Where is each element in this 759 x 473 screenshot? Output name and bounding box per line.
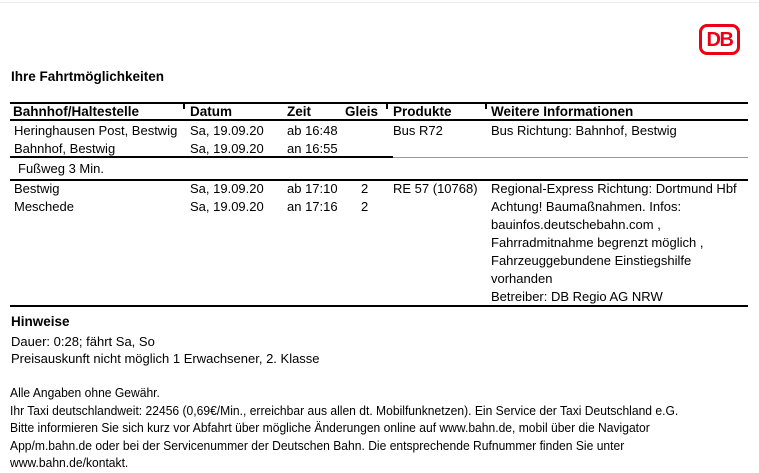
page-title: Ihre Fahrtmöglichkeiten [11, 69, 165, 84]
column-header-station: Bahnhof/Haltestelle [13, 104, 140, 119]
info-continuation-row: Betreiber: DB Regio AG NRW [0, 289, 759, 307]
cell-station: Heringhausen Post, Bestwig [14, 123, 178, 138]
cell-date: Sa, 19.09.20 [190, 123, 264, 138]
db-logo-text: DB [706, 28, 734, 51]
column-header-time: Zeit [287, 104, 312, 119]
column-header-info: Weitere Informationen [491, 104, 634, 119]
notes-title: Hinweise [11, 314, 70, 329]
disclaimer-line: Alle Angaben ohne Gewähr. [10, 385, 160, 400]
taxi-info-line: Ihr Taxi deutschlandweit: 22456 (0,69€/M… [10, 402, 679, 418]
cell-time: an 17:16 [287, 199, 338, 214]
segment-divider-light [393, 156, 748, 158]
cell-date: Sa, 19.09.20 [190, 181, 264, 196]
cell-info: Betreiber: DB Regio AG NRW [491, 289, 663, 304]
info-line-2: App/m.bahn.de oder bei der Servicenummer… [10, 437, 625, 453]
transfer-underline [10, 179, 748, 181]
stop-row: Bestwig Sa, 19.09.20 ab 17:10 2 RE 57 (1… [0, 181, 759, 199]
table-header-row: Bahnhof/Haltestelle Datum Zeit Gleis Pro… [0, 104, 759, 122]
cell-product: Bus R72 [393, 123, 443, 138]
cell-info: Fahrradmitnahme begrenzt möglich , [491, 235, 704, 250]
note-duration: Dauer: 0:28; fährt Sa, So [11, 334, 155, 349]
cell-time: ab 17:10 [287, 181, 338, 196]
cell-time: an 16:55 [287, 141, 338, 156]
cell-time: ab 16:48 [287, 123, 338, 138]
stop-row: Bahnhof, Bestwig Sa, 19.09.20 an 16:55 [0, 141, 759, 159]
info-continuation-row: bauinfos.deutschebahn.com , [0, 217, 759, 235]
cell-info: Achtung! Baumaßnahmen. Infos: [491, 199, 682, 214]
note-price: Preisauskunft nicht möglich 1 Erwachsene… [11, 351, 320, 366]
column-header-product: Produkte [393, 104, 452, 119]
stop-row: Meschede Sa, 19.09.20 an 17:16 2 Achtung… [0, 199, 759, 217]
info-line-3: www.bahn.de/kontakt. [10, 455, 129, 470]
db-logo: DB [699, 24, 740, 55]
table-top-border [10, 102, 748, 104]
stop-row: Heringhausen Post, Bestwig Sa, 19.09.20 … [0, 123, 759, 141]
transfer-note: Fußweg 3 Min. [18, 161, 104, 176]
segment-divider [10, 156, 393, 158]
cell-info: Bus Richtung: Bahnhof, Bestwig [491, 123, 677, 138]
cell-date: Sa, 19.09.20 [190, 141, 264, 156]
info-continuation-row: vorhanden [0, 271, 759, 289]
cell-date: Sa, 19.09.20 [190, 199, 264, 214]
cell-info: bauinfos.deutschebahn.com , [491, 217, 661, 232]
cell-station: Meschede [14, 199, 74, 214]
transfer-row: Fußweg 3 Min. [0, 161, 759, 179]
cell-platform: 2 [361, 181, 369, 196]
column-tick [485, 102, 487, 109]
column-tick [386, 102, 388, 109]
cell-station: Bahnhof, Bestwig [14, 141, 116, 156]
cell-station: Bestwig [14, 181, 60, 196]
cell-info: Regional-Express Richtung: Dortmund Hbf [491, 181, 737, 196]
info-continuation-row: Fahrradmitnahme begrenzt möglich , [0, 235, 759, 253]
cell-info: Fahrzeuggebundene Einstiegshilfe [491, 253, 692, 268]
cell-product: RE 57 (10768) [393, 181, 478, 196]
header-underline [10, 119, 748, 121]
cell-info: vorhanden [491, 271, 553, 286]
column-tick [183, 102, 185, 109]
table-bottom-border [10, 305, 748, 307]
info-continuation-row: Fahrzeuggebundene Einstiegshilfe [0, 253, 759, 271]
info-line-1: Bitte informieren Sie sich kurz vor Abfa… [10, 420, 650, 435]
column-header-date: Datum [190, 104, 233, 119]
page-top-divider [0, 2, 759, 3]
cell-platform: 2 [361, 199, 369, 214]
column-header-platform: Gleis [345, 104, 379, 119]
